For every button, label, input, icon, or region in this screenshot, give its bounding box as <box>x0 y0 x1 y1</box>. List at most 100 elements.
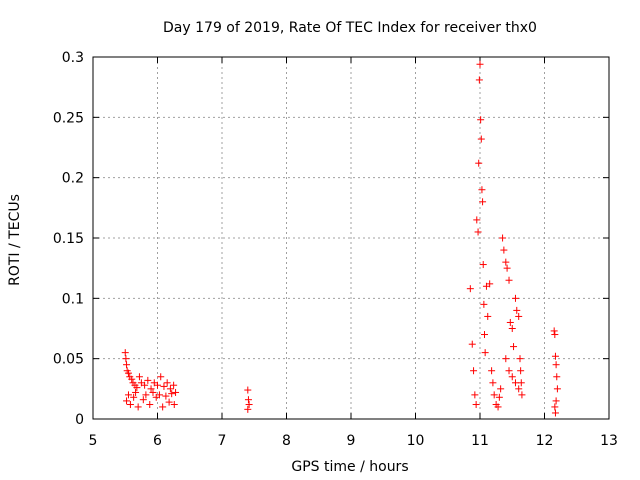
data-point <box>135 373 143 381</box>
x-tick-label: 8 <box>282 433 291 449</box>
x-tick-label: 6 <box>153 433 162 449</box>
x-tick-label: 10 <box>407 433 425 449</box>
data-point <box>475 76 483 84</box>
data-point <box>142 391 150 399</box>
data-point <box>123 397 131 405</box>
data-point <box>124 391 132 399</box>
y-tick-label: 0.3 <box>62 50 84 66</box>
data-point <box>123 361 131 369</box>
data-point <box>551 352 559 360</box>
data-point <box>121 349 129 357</box>
data-point <box>550 327 558 335</box>
data-point <box>551 409 559 417</box>
data-point <box>126 401 134 409</box>
data-point <box>245 401 253 409</box>
data-point <box>479 261 487 269</box>
data-point <box>244 396 252 404</box>
data-point <box>489 379 497 387</box>
data-point <box>480 300 488 308</box>
data-point <box>149 388 157 396</box>
data-point <box>500 246 508 254</box>
data-point <box>508 373 516 381</box>
data-point <box>162 392 170 400</box>
data-point <box>495 393 503 401</box>
data-point <box>488 367 496 375</box>
data-point <box>146 401 154 409</box>
x-tick-label: 12 <box>536 433 554 449</box>
data-point <box>505 367 513 375</box>
data-point <box>511 294 519 302</box>
data-point <box>481 349 489 357</box>
y-tick-label: 0.05 <box>53 352 84 368</box>
data-point <box>502 355 510 363</box>
data-point <box>154 381 161 389</box>
data-point <box>494 403 502 411</box>
data-point <box>475 159 483 167</box>
data-point <box>478 186 486 194</box>
data-point <box>166 385 174 393</box>
y-tick-label: 0.1 <box>62 291 84 307</box>
data-point <box>505 276 513 284</box>
y-tick-label: 0 <box>75 412 84 428</box>
x-tick-label: 13 <box>600 433 618 449</box>
x-tick-label: 11 <box>471 433 489 449</box>
data-point <box>552 361 560 369</box>
data-point <box>477 116 485 124</box>
data-point <box>124 369 132 377</box>
data-point <box>134 403 142 411</box>
data-point <box>132 388 140 396</box>
data-point <box>515 385 523 393</box>
data-points <box>121 60 561 417</box>
data-point <box>471 391 479 399</box>
grid-lines <box>93 57 609 419</box>
y-tick-label: 0.2 <box>62 171 84 187</box>
axis-ticks: 5 6 7 8 9 10 11 12 13 0 0.05 0.1 0.15 0.2 0.25 0.3 <box>53 50 618 449</box>
data-point <box>470 367 478 375</box>
x-tick-label: 7 <box>218 433 227 449</box>
data-point <box>133 384 141 392</box>
data-point <box>474 228 482 236</box>
data-point <box>170 381 178 389</box>
data-point <box>130 393 138 401</box>
data-point <box>518 391 526 399</box>
data-point <box>499 234 507 242</box>
data-point <box>490 391 498 399</box>
data-point <box>159 403 167 411</box>
data-point <box>157 373 165 381</box>
data-point <box>139 396 147 404</box>
x-tick-label: 5 <box>89 433 98 449</box>
data-point <box>481 331 489 339</box>
data-point <box>466 285 474 293</box>
data-point <box>511 379 519 387</box>
data-point <box>513 306 521 314</box>
data-point <box>553 373 561 381</box>
y-axis-label: ROTI / TECUs <box>7 194 23 286</box>
data-point <box>502 258 510 266</box>
data-point <box>476 60 484 68</box>
data-point <box>144 376 152 384</box>
chart-title: Day 179 of 2019, Rate Of TEC Index for r… <box>163 20 537 36</box>
x-axis-label: GPS time / hours <box>291 459 408 475</box>
data-point <box>477 135 485 143</box>
data-point <box>172 388 180 396</box>
data-point <box>128 375 136 383</box>
data-point <box>551 403 559 411</box>
data-point <box>468 340 476 348</box>
data-point <box>506 318 514 326</box>
y-tick-label: 0.15 <box>53 231 84 247</box>
data-point <box>479 198 487 206</box>
data-point <box>516 355 524 363</box>
data-point <box>147 385 155 393</box>
data-point <box>551 331 559 339</box>
data-point <box>503 264 511 272</box>
data-point <box>160 382 168 390</box>
data-point <box>484 312 492 320</box>
data-point <box>553 385 561 393</box>
data-point <box>163 379 171 387</box>
data-point <box>141 381 149 389</box>
data-point <box>244 405 252 413</box>
y-tick-label: 0.25 <box>53 110 84 126</box>
data-point <box>472 401 480 409</box>
data-point <box>510 343 518 351</box>
